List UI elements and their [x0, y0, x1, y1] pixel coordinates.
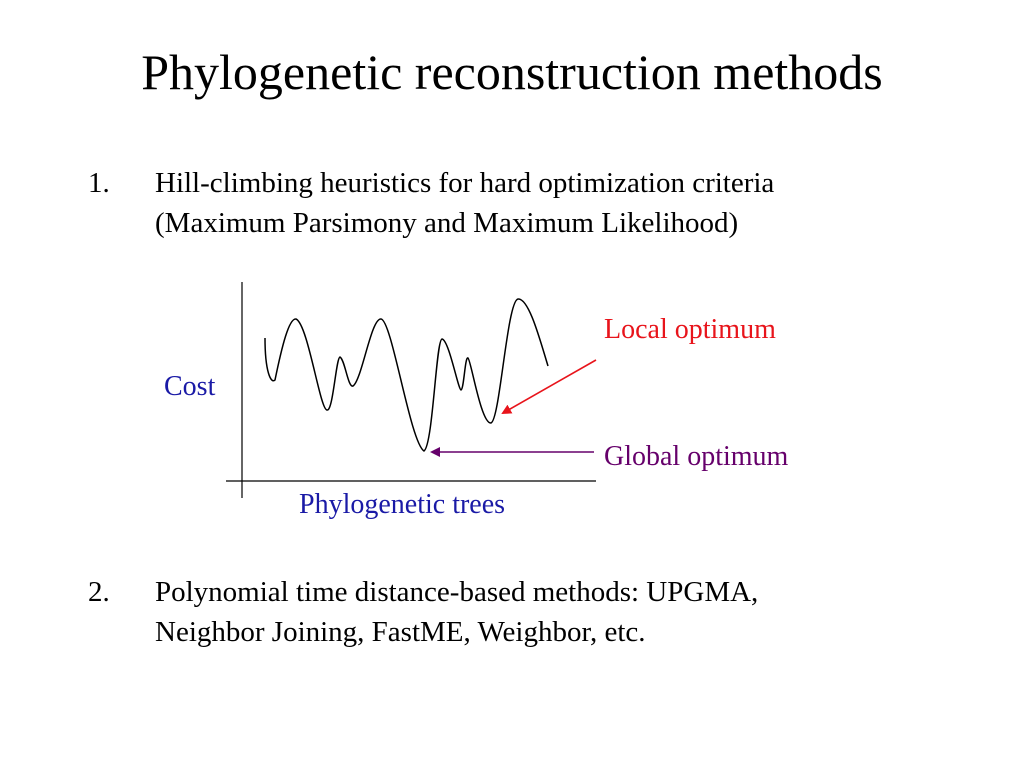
bullet-item-2: 2. Polynomial time distance-based method…	[88, 572, 908, 652]
bullet-text: Polynomial time distance-based methods: …	[155, 572, 758, 652]
y-axis-label: Cost	[164, 371, 216, 402]
local-optimum-label: Local optimum	[604, 314, 776, 345]
global-optimum-label: Global optimum	[604, 441, 789, 472]
cost-curve	[264, 298, 549, 452]
bullet-number: 1.	[88, 167, 110, 199]
bullet-line: Neighbor Joining, FastME, Weighbor, etc.	[155, 616, 646, 648]
bullet-text: Hill-climbing heuristics for hard optimi…	[155, 163, 774, 243]
bullet-line: (Maximum Parsimony and Maximum Likelihoo…	[155, 207, 739, 239]
local-optimum-arrow	[501, 359, 597, 414]
slide-title: Phylogenetic reconstruction methods	[141, 44, 883, 100]
bullet-line: Polynomial time distance-based methods: …	[155, 576, 759, 608]
bullet-item-1: 1. Hill-climbing heuristics for hard opt…	[88, 163, 908, 243]
x-axis-label: Phylogenetic trees	[299, 489, 505, 520]
bullet-line: Hill-climbing heuristics for hard optimi…	[155, 167, 775, 199]
bullet-number: 2.	[88, 576, 110, 608]
